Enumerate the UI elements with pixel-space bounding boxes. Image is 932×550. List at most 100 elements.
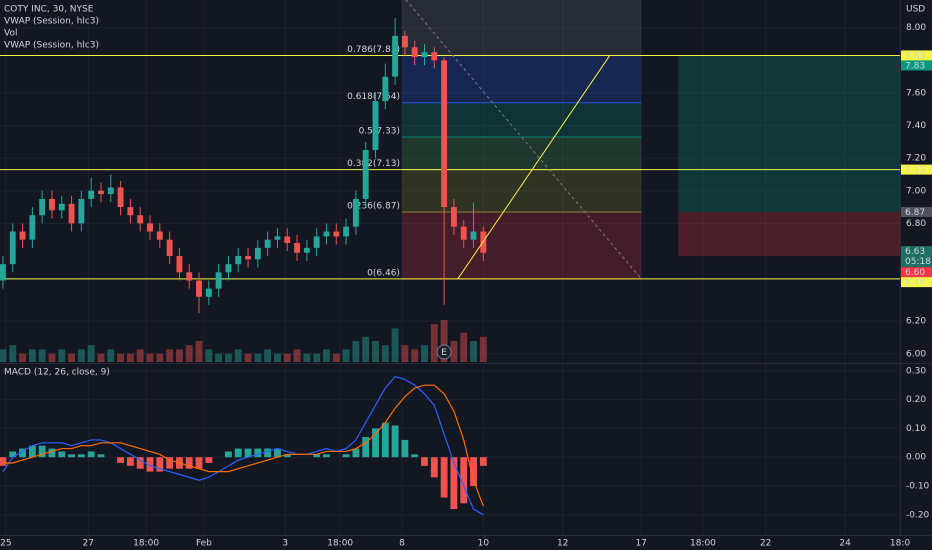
fib-label: 0.382(7.13) — [347, 159, 400, 169]
x-tick-label: 18:00 — [690, 539, 716, 549]
histogram-bar — [234, 448, 242, 458]
volume-bar — [77, 349, 85, 362]
histogram-bar — [77, 454, 85, 458]
x-tick-label: 22 — [760, 539, 771, 549]
price-tag — [901, 206, 932, 217]
candle-body — [235, 256, 242, 265]
histogram-bar — [430, 457, 438, 478]
candle-body — [274, 236, 281, 240]
volume-bar — [97, 353, 105, 362]
price-tag-label: 7.83 — [905, 51, 925, 61]
position-target — [678, 55, 900, 212]
candle-body — [254, 247, 261, 260]
histogram-bar — [19, 448, 26, 458]
x-tick-label: 27 — [83, 539, 94, 549]
volume-bar — [205, 349, 213, 362]
price-tag-label: 6.46 — [905, 278, 925, 288]
candle-body — [313, 236, 320, 248]
histogram-bar — [0, 457, 7, 466]
price-tag — [901, 246, 932, 268]
histogram-bar — [97, 454, 105, 458]
volume-bar — [117, 353, 125, 362]
histogram-bar — [87, 451, 95, 458]
candle-body — [137, 215, 144, 224]
x-tick-label: 25 — [0, 539, 11, 549]
y-tick-label: 0.10 — [906, 424, 926, 434]
fib-label: 0(6.46) — [367, 268, 400, 278]
volume-bar — [19, 353, 26, 362]
histogram-bar — [244, 448, 252, 458]
trend-line — [457, 55, 611, 280]
volume-bar — [342, 349, 350, 362]
x-tick-label: 8 — [399, 539, 405, 549]
volume-bar — [283, 353, 291, 362]
y-tick-label: 8.00 — [906, 23, 926, 33]
volume-bar — [440, 320, 448, 362]
indicator-label: Vol — [4, 29, 17, 39]
volume-bar — [244, 353, 252, 362]
x-tick-label: 18:00 — [133, 539, 159, 549]
y-tick-label: 7.60 — [906, 88, 926, 98]
histogram-bar — [381, 422, 389, 458]
histogram-bar — [225, 451, 232, 458]
x-tick-label: 3 — [282, 539, 288, 549]
candle-body — [352, 198, 359, 227]
candle-body — [401, 35, 408, 48]
candle-body — [0, 264, 6, 281]
histogram-bar — [136, 457, 144, 469]
candle-body — [264, 239, 271, 248]
y-tick-label: 7.20 — [906, 154, 926, 164]
fib-label: 0.618(7.54) — [347, 92, 400, 102]
histogram-bar — [166, 457, 174, 469]
candle-body — [68, 203, 75, 224]
volume-bar — [185, 345, 193, 362]
histogram-bar — [313, 454, 321, 458]
macd-line — [2, 375, 484, 516]
volume-bar — [362, 336, 370, 362]
x-tick-label: Feb — [196, 539, 212, 549]
volume-bar — [107, 349, 115, 362]
y-tick-label: -0.10 — [906, 482, 930, 492]
indicator-label: VWAP (Session, hlc3) — [4, 17, 99, 27]
price-tag-label: 6.60 — [905, 268, 925, 278]
y-tick-label: 0.20 — [906, 395, 926, 405]
volume-bar — [264, 349, 272, 362]
volume-bar — [450, 341, 458, 362]
volume-bar — [225, 353, 232, 362]
y-tick-label: 7.40 — [906, 121, 926, 131]
histogram-bar — [323, 454, 330, 458]
volume-bar — [234, 349, 242, 362]
volume-bar — [68, 353, 75, 362]
volume-bar — [38, 349, 46, 362]
histogram-bar — [470, 457, 477, 487]
candle-body — [362, 150, 369, 199]
candle-body — [411, 47, 418, 58]
candle-body — [78, 198, 85, 224]
fib-band — [401, 102, 642, 137]
candle-body — [9, 231, 16, 265]
candle-body — [147, 223, 153, 232]
histogram-bar — [195, 457, 203, 469]
candle-body — [98, 190, 104, 195]
price-tag — [901, 164, 932, 175]
price-tag — [901, 60, 932, 71]
candle-body — [333, 231, 340, 237]
volume-bar — [381, 345, 389, 362]
candle-body — [166, 239, 173, 257]
fib-band — [401, 211, 642, 279]
histogram-bar — [479, 457, 487, 466]
volume-bar — [372, 341, 379, 362]
histogram-bar — [205, 457, 213, 463]
y-tick-label: 7.00 — [906, 186, 926, 196]
volume-bar — [411, 349, 419, 362]
x-tick-label: 18:0 — [890, 539, 910, 549]
histogram-bar — [156, 457, 164, 472]
y-tick-label: 6.20 — [906, 317, 926, 327]
price-tag-label: 6.63 — [905, 247, 925, 257]
candle-body — [88, 190, 95, 199]
candle-body — [294, 242, 300, 253]
price-tag — [901, 277, 932, 288]
earnings-marker — [436, 344, 452, 360]
volume-bar — [215, 353, 223, 362]
histogram-bar — [401, 439, 409, 458]
